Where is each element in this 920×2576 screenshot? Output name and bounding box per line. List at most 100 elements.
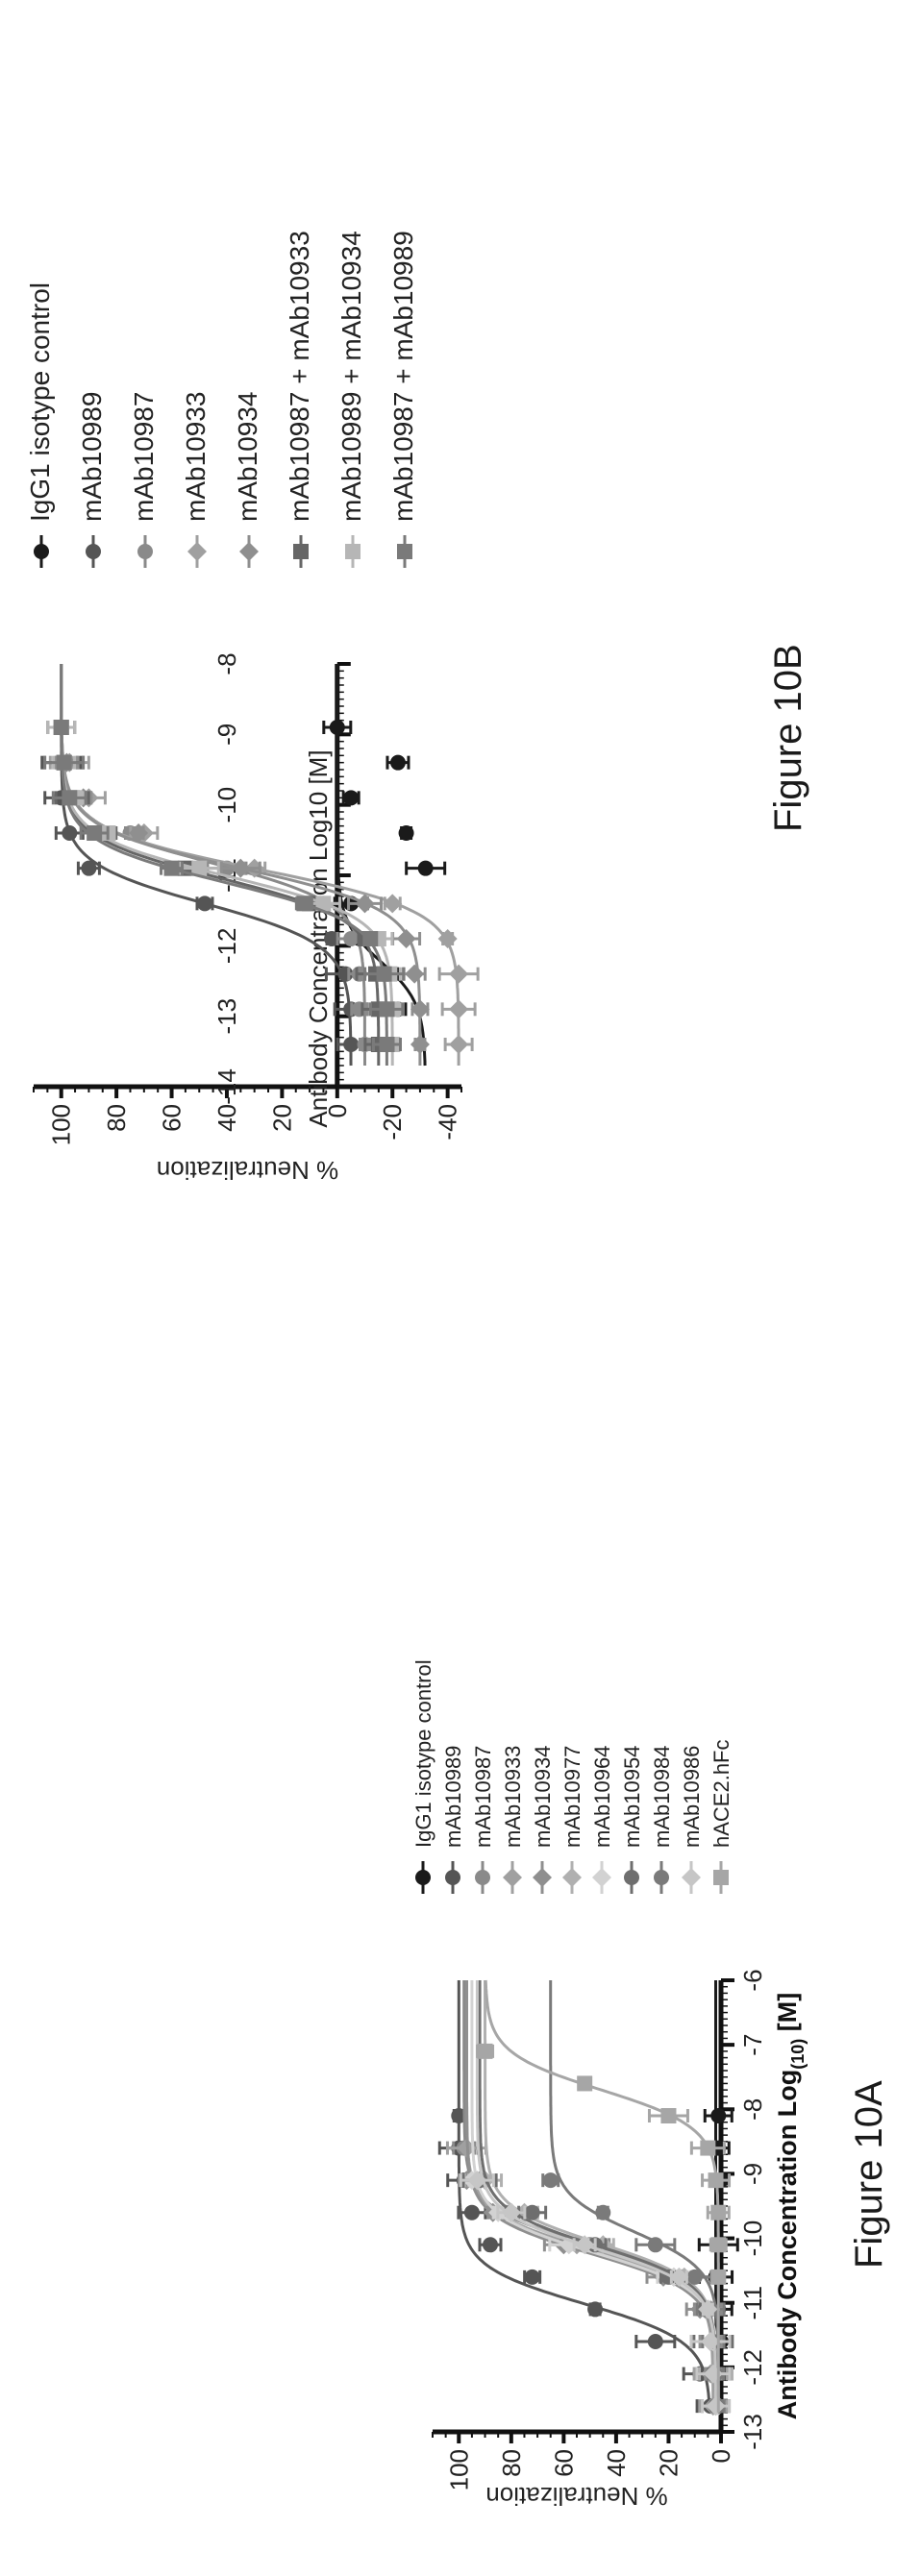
y-tick-label: 20 — [654, 2449, 683, 2477]
legend-marker — [415, 1870, 431, 1885]
legend-item: mAb10954 — [620, 1746, 644, 1894]
x-tick-label: -14 — [212, 1068, 241, 1105]
data-point — [343, 790, 359, 805]
legend-item: mAb10987 — [471, 1746, 495, 1894]
data-point — [478, 2044, 493, 2059]
fit-curve — [480, 1980, 715, 2413]
x-tick-label: -13 — [738, 2414, 767, 2450]
data-point — [379, 1001, 394, 1017]
legend-marker — [445, 1870, 460, 1885]
data-point — [399, 825, 414, 841]
legend-label: mAb10964 — [590, 1746, 614, 1848]
legend-marker — [654, 1870, 669, 1885]
data-point — [595, 2205, 610, 2220]
data-point — [710, 2108, 726, 2123]
legend-label: mAb10989 — [77, 392, 107, 522]
legend-label: mAb10933 — [501, 1746, 525, 1848]
data-point — [577, 2075, 592, 2091]
x-tick-label: -9 — [212, 724, 241, 746]
legend-item: mAb10933 — [181, 392, 211, 568]
data-point — [464, 2205, 480, 2220]
y-tick-label: 20 — [267, 1104, 296, 1132]
legend-marker — [533, 1868, 552, 1887]
legend-item: IgG1 isotype control — [25, 282, 55, 568]
y-tick-label: 60 — [158, 1104, 186, 1132]
y-axis-label: % Neutralization — [157, 1156, 338, 1183]
legend: IgG1 isotype control mAb10989 mAb10987 mAb1… — [25, 231, 418, 568]
data-point — [710, 2269, 726, 2285]
x-axis-label-main: Antibody Concentration Log — [773, 2070, 802, 2419]
legend-marker — [239, 542, 259, 561]
y-tick-label: 60 — [549, 2449, 578, 2477]
fit-curve — [485, 1980, 718, 2413]
data-point — [525, 2269, 540, 2285]
x-tick-label: -12 — [212, 928, 241, 965]
x-tick-label: -6 — [738, 1969, 767, 1991]
x-tick-label: -10 — [738, 2220, 767, 2257]
fit-curve — [485, 1980, 716, 2413]
x-tick-label: -13 — [212, 998, 241, 1035]
data-point — [343, 1037, 359, 1052]
data-point — [483, 2237, 498, 2252]
legend-marker — [86, 544, 101, 559]
legend: IgG1 isotype controlmAb10989mAb10987mAb1… — [411, 1659, 734, 1894]
y-tick-label: 80 — [497, 2449, 526, 2477]
legend-label: mAb10987 — [471, 1746, 495, 1848]
legend-label: mAb10977 — [560, 1746, 584, 1848]
legend-label: IgG1 isotype control — [25, 282, 55, 522]
data-point — [410, 1035, 430, 1054]
legend-item: mAb10987 — [129, 392, 159, 568]
data-point — [330, 720, 345, 735]
data-point — [648, 2237, 663, 2252]
legend-marker — [475, 1870, 490, 1885]
y-tick-label: 100 — [444, 2449, 473, 2490]
x-tick-label: -8 — [212, 652, 241, 675]
legend-label: mAb10987 — [129, 392, 159, 522]
legend-item: mAb10984 — [650, 1746, 674, 1894]
y-tick-label: 0 — [707, 2449, 735, 2463]
legend-label: hACE2.hFc — [709, 1740, 734, 1849]
fit-curve — [477, 1980, 715, 2413]
data-point — [362, 931, 378, 946]
legend-item: mAb10933 — [501, 1746, 525, 1894]
data-point — [62, 825, 77, 841]
legend-marker — [562, 1868, 582, 1887]
y-tick-label: 100 — [47, 1104, 76, 1145]
fit-curve — [472, 1980, 718, 2413]
figure-10a-chart: 020406080100-13-12-11-10-9-8-7-6% Neutra… — [404, 1452, 808, 2509]
x-axis-label-subscript: (10) — [788, 2039, 808, 2070]
data-point — [81, 861, 96, 876]
legend-label: mAb10984 — [650, 1746, 674, 1848]
y-tick-label: -40 — [434, 1104, 462, 1141]
legend-item: mAb10989 — [77, 392, 107, 568]
legend-marker — [624, 1870, 639, 1885]
y-tick-label: 80 — [102, 1104, 131, 1132]
data-point — [379, 1037, 394, 1052]
legend-item: mAb10989 + mAb10934 — [336, 231, 366, 568]
legend-marker — [713, 1870, 729, 1885]
x-axis-label: Antibody Concentration Log(10) [M] — [773, 1993, 808, 2419]
data-point — [57, 755, 72, 771]
y-tick-label: 40 — [212, 1104, 241, 1132]
legend-item: mAb10934 — [531, 1746, 555, 1894]
data-point — [418, 861, 434, 876]
data-point — [197, 895, 212, 911]
data-point — [660, 2108, 676, 2123]
data-point — [525, 2205, 540, 2220]
x-tick-label: -12 — [738, 2349, 767, 2386]
legend-item: mAb10964 — [590, 1746, 614, 1894]
figure-10b-chart: -40-20020406080100-14-13-12-11-10-9-8% N… — [14, 1, 500, 1183]
x-tick-label: -8 — [738, 2098, 767, 2121]
legend-item: mAb10934 — [233, 392, 262, 568]
data-point — [390, 755, 406, 771]
data-point — [687, 2269, 703, 2285]
legend-item: mAb10987 + mAb10933 — [285, 231, 314, 568]
legend-label: mAb10987 + mAb10989 — [388, 231, 418, 522]
data-point — [164, 861, 180, 876]
legend-label: mAb10934 — [233, 392, 262, 522]
data-point — [709, 2172, 724, 2188]
legend-item: hACE2.hFc — [709, 1740, 734, 1895]
figure-10b-caption: Figure 10B — [767, 644, 810, 832]
legend-label: mAb10987 + mAb10933 — [285, 231, 314, 522]
